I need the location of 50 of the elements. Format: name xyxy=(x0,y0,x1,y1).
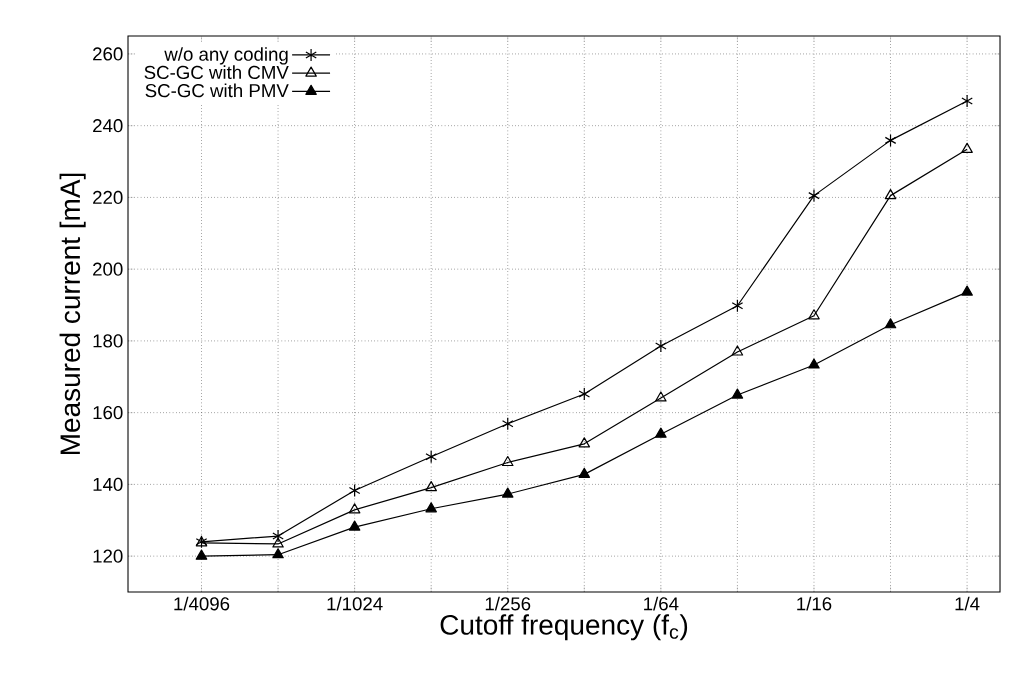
x-tick-label: 1/1024 xyxy=(327,596,383,611)
point xyxy=(578,467,591,478)
y-tick-label: 240 xyxy=(93,119,123,133)
x-tick-label: 1/4096 xyxy=(174,596,230,611)
point xyxy=(731,388,744,399)
point xyxy=(884,189,897,200)
y-axis-title: Measured current [mA] xyxy=(59,173,86,455)
point xyxy=(195,549,208,560)
point xyxy=(961,94,973,108)
y-tick-label: 140 xyxy=(93,477,123,491)
x-tick-label: 1/256 xyxy=(485,596,531,611)
y-tick-label: 220 xyxy=(93,190,123,205)
x-axis-title: Cutoff frequency (f$_{c}$) xyxy=(440,614,688,641)
point xyxy=(731,299,744,313)
point xyxy=(501,417,514,431)
point xyxy=(655,339,667,353)
point xyxy=(425,481,437,492)
point xyxy=(884,318,897,329)
legend-label: w/o any coding xyxy=(164,47,288,65)
point xyxy=(808,309,820,320)
y-tick-label: 260 xyxy=(93,47,123,61)
point xyxy=(655,391,667,402)
point xyxy=(348,483,361,498)
y-tick-label: 200 xyxy=(93,262,123,276)
x-tick-label: 1/64 xyxy=(644,596,679,611)
x-tick-label: 1/16 xyxy=(797,596,832,611)
point xyxy=(655,427,667,438)
legend-label: SC-GC with PMV xyxy=(145,83,289,98)
point xyxy=(272,548,284,559)
y-tick-label: 120 xyxy=(93,549,123,563)
point xyxy=(272,537,284,548)
point xyxy=(578,437,591,448)
y-tick-label: 180 xyxy=(93,334,123,348)
point xyxy=(348,503,361,514)
point xyxy=(884,133,897,147)
y-tick-label: 160 xyxy=(93,406,123,420)
point xyxy=(425,502,437,513)
point xyxy=(808,358,820,369)
x-tick-label: 1/4 xyxy=(955,596,980,611)
point xyxy=(731,345,744,356)
point xyxy=(425,450,437,464)
point xyxy=(501,455,514,467)
legend-label: SC-GC with CMV xyxy=(144,65,289,80)
point xyxy=(272,529,284,543)
point xyxy=(578,387,591,401)
point xyxy=(808,189,820,203)
point xyxy=(348,520,361,531)
point xyxy=(501,487,514,498)
point xyxy=(961,285,973,296)
point xyxy=(961,142,973,153)
